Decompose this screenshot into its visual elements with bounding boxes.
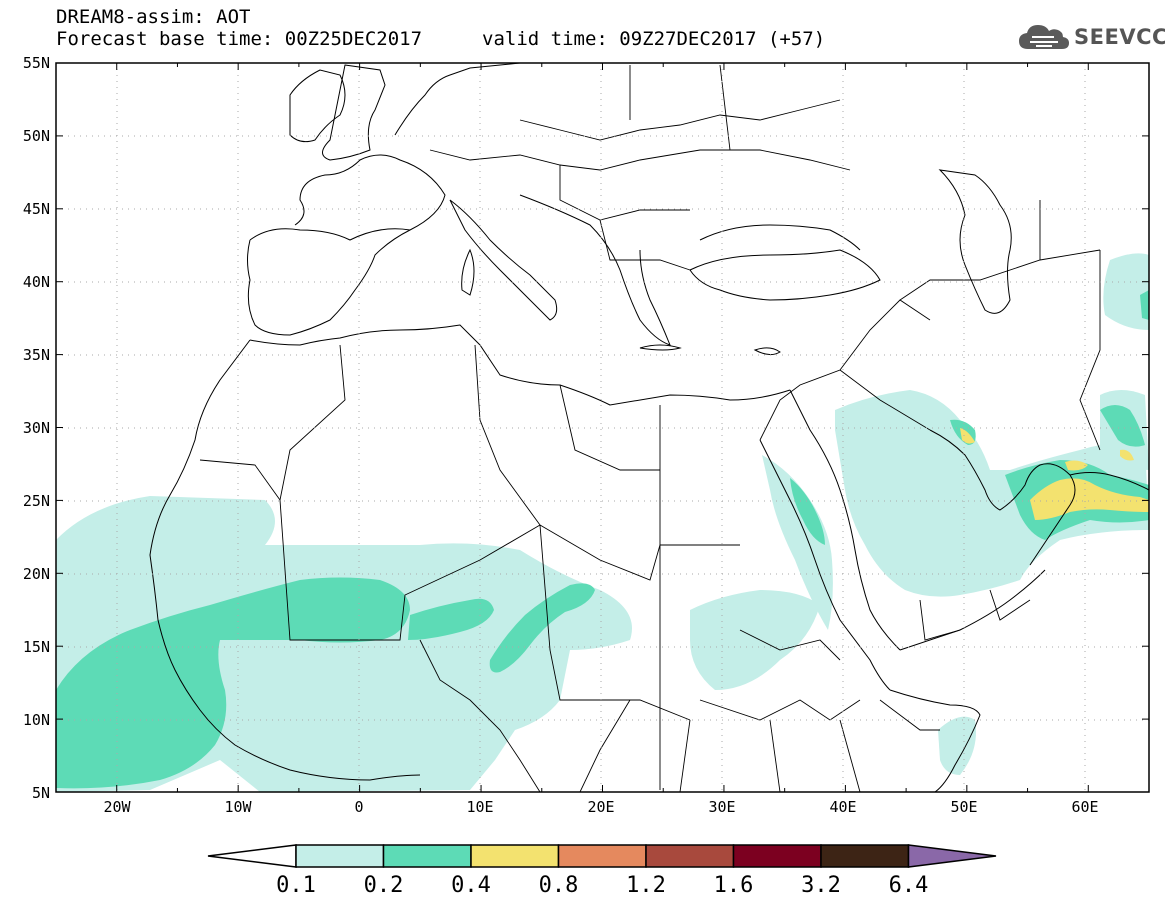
valid-time: valid time: 09Z27DEC2017 (+57): [482, 28, 826, 50]
colorbar-segment-0.8-1.2: [557, 844, 647, 868]
map-grid: [56, 63, 1149, 792]
lat-tick-label: 25N: [23, 492, 50, 510]
lon-tick-label: 20W: [103, 798, 131, 816]
logo-text: SEEVCCC: [1074, 25, 1165, 49]
lat-tick-label: 10N: [23, 711, 50, 729]
colorbar-labels: 0.1 0.2 0.4 0.8 1.2 1.6 3.2 6.4: [276, 873, 928, 898]
lon-tick-labels: 20W 10W 0 10E 20E 30E 40E 50E 60E: [103, 798, 1098, 816]
colorbar-label: 1.6: [714, 873, 754, 898]
lon-tick-label: 10E: [466, 798, 493, 816]
lon-tick-label: 20E: [587, 798, 614, 816]
lat-tick-labels: 55N 50N 45N 40N 35N 30N 25N 20N 15N 10N …: [23, 54, 50, 802]
colorbar-segment-3.2-6.4: [820, 844, 910, 868]
colorbar-label: 6.4: [889, 873, 929, 898]
colorbar-segment-1.2-1.6: [645, 844, 735, 868]
country-borders: [199, 64, 1101, 792]
lon-tick-label: 60E: [1071, 798, 1098, 816]
lat-tick-label: 20N: [23, 565, 50, 583]
map-title: DREAM8-assim: AOT: [56, 6, 251, 28]
lat-tick-label: 45N: [23, 200, 50, 218]
lon-tick-label: 10W: [224, 798, 252, 816]
lat-tick-label: 55N: [23, 54, 50, 72]
colorbar-segment-0.4-0.8: [470, 844, 560, 868]
aot-contour-0.4: [960, 428, 1149, 520]
cloud-icon: [1019, 25, 1069, 49]
lat-tick-label: 50N: [23, 127, 50, 145]
colorbar-segment-0.2-0.4: [382, 844, 472, 868]
lat-tick-label: 35N: [23, 346, 50, 364]
lat-tick-label: 15N: [23, 638, 50, 656]
lat-tick-label: 30N: [23, 419, 50, 437]
coastlines: [149, 63, 1149, 792]
colorbar-label: 0.1: [276, 873, 316, 898]
lon-tick-label: 40E: [829, 798, 856, 816]
colorbar-label: 0.4: [451, 873, 491, 898]
colorbar: [207, 844, 997, 868]
lon-tick-label: 30E: [708, 798, 735, 816]
colorbar-segment-1.6-3.2: [732, 844, 822, 868]
colorbar-label: 0.2: [364, 873, 404, 898]
colorbar-segment-0.1-0.2: [295, 844, 385, 868]
colorbar-label: 0.8: [539, 873, 579, 898]
lon-tick-label: 50E: [950, 798, 977, 816]
lat-tick-label: 40N: [23, 273, 50, 291]
axis-ticks: [56, 62, 1149, 793]
lat-tick-label: 5N: [32, 784, 50, 802]
forecast-base-time: Forecast base time: 00Z25DEC2017: [56, 28, 423, 50]
colorbar-label: 1.2: [626, 873, 666, 898]
colorbar-label: 3.2: [801, 873, 841, 898]
seevccc-logo: SEEVCCC: [1018, 22, 1165, 52]
colorbar-segment-above-6.4: [907, 844, 997, 868]
colorbar-segment-below-0.1: [207, 844, 297, 868]
lon-tick-label: 0: [354, 798, 363, 816]
